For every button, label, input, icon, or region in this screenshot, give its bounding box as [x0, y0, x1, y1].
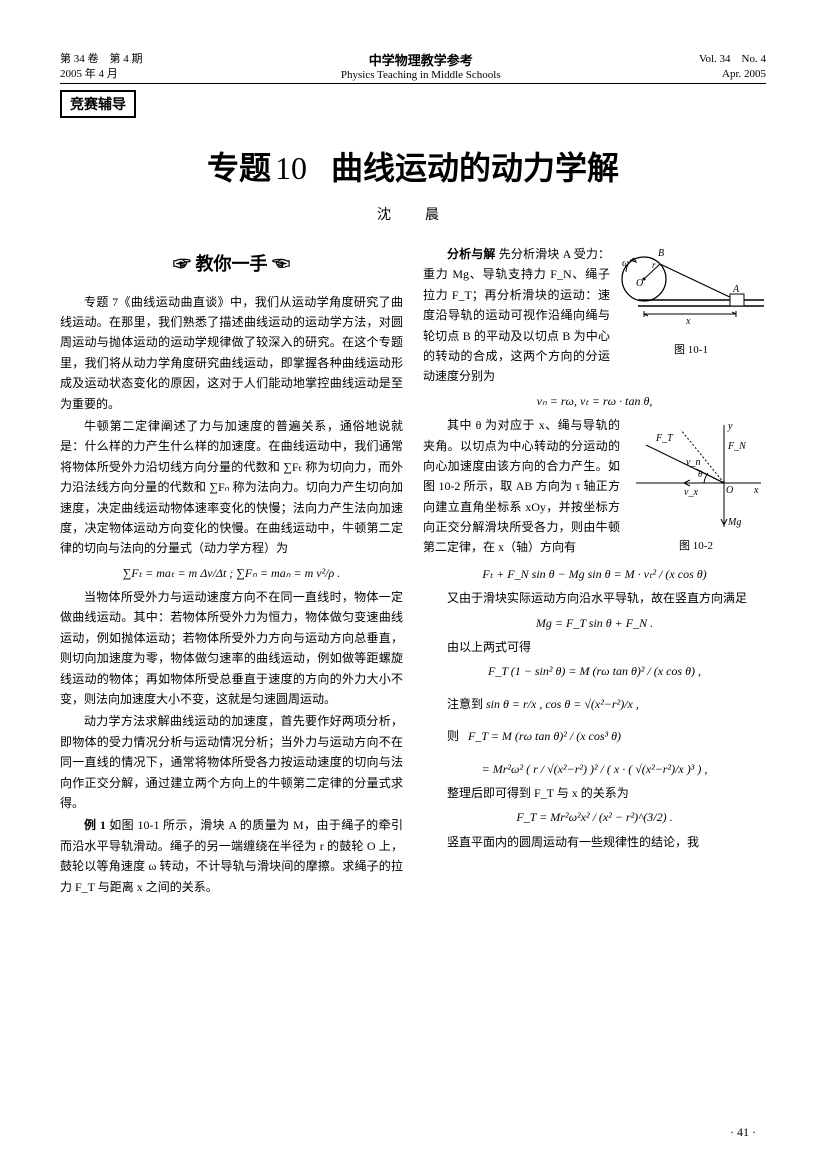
svg-text:F_T: F_T	[655, 433, 674, 444]
equation: ∑Fₜ = maₜ = m Δv/Δt ; ∑Fₙ = maₙ = m v²/ρ…	[60, 563, 403, 583]
section-subhead: ☞ 教你一手 ☜	[60, 249, 403, 280]
then-line: 则 F_T = M (rω tan θ)² / (x cos³ θ)	[423, 726, 766, 746]
running-header: 第 34 卷 第 4 期 2005 年 4 月 中学物理教学参考 Physics…	[60, 50, 766, 84]
svg-text:v_x: v_x	[684, 487, 698, 498]
figure-caption: 图 10-1	[616, 341, 766, 360]
equation: Fₜ + F_N sin θ − Mg sin θ = M · vₜ² / (x…	[423, 564, 766, 584]
svg-text:O: O	[636, 278, 643, 289]
svg-text:O: O	[726, 485, 733, 496]
journal-en: Physics Teaching in Middle Schools	[143, 69, 699, 81]
body-columns: ☞ 教你一手 ☜ 专题 7《曲线运动曲直谈》中，我们从运动学角度研究了曲线运动。…	[60, 244, 766, 899]
diagram-10-2-svg: x y F_T F_N Mg v_x v_n O	[626, 415, 766, 535]
analysis-label: 分析与解	[447, 247, 496, 261]
month-line: Apr. 2005	[699, 67, 766, 81]
journal-cn: 中学物理教学参考	[143, 50, 699, 69]
svg-text:B: B	[658, 248, 664, 259]
example-paragraph: 例 1 如图 10-1 所示，滑块 A 的质量为 M，由于绳子的牵引而沿水平导轨…	[60, 815, 403, 897]
date-line: 2005 年 4 月	[60, 67, 143, 81]
note-line: 注意到 sin θ = r/x , cos θ = √(x²−r²)/x ,	[423, 694, 766, 714]
note-rest: sin θ = r/x , cos θ = √(x²−r²)/x ,	[486, 697, 639, 711]
then-lead: 则	[447, 729, 459, 743]
equation: F_T = Mr²ω²x² / (x² − r²)^(3/2) .	[423, 807, 766, 827]
page-number: · 41 ·	[730, 1125, 756, 1140]
article-title: 专题 10 曲线运动的动力学解	[60, 143, 766, 189]
right-column: O r B A x ω	[423, 244, 766, 899]
equation: Mg = F_T sin θ + F_N .	[423, 613, 766, 633]
figure-10-1: O r B A x ω	[616, 244, 766, 360]
header-center: 中学物理教学参考 Physics Teaching in Middle Scho…	[143, 50, 699, 81]
svg-text:θ: θ	[698, 469, 703, 479]
svg-text:F_N: F_N	[727, 441, 747, 452]
paragraph: 又由于滑块实际运动方向沿水平导轨，故在竖直方向满足	[423, 588, 766, 608]
figure-caption: 图 10-2	[626, 537, 766, 556]
header-right: Vol. 34 No. 4 Apr. 2005	[699, 52, 766, 81]
column-tag: 竞赛辅导	[60, 90, 136, 118]
diagram-10-1-svg: O r B A x ω	[616, 244, 766, 339]
equation: vₙ = rω, vₜ = rω · tan θ,	[423, 391, 766, 411]
paragraph: 动力学方法求解曲线运动的加速度，首先要作好两项分析，即物体的受力情况分析与运动情…	[60, 711, 403, 813]
formula-6a: F_T = M (rω tan θ)² / (x cos³ θ)	[468, 729, 621, 743]
equation: = Mr²ω² ( r / √(x²−r²) )² / ( x · ( √(x²…	[423, 759, 766, 779]
vol-line: Vol. 34 No. 4	[699, 52, 766, 66]
analysis-text: 先分析滑块 A 受力：重力 Mg、导轨支持力 F_N、绳子拉力 F_T；再分析滑…	[423, 247, 610, 383]
author: 沈 晨	[60, 204, 766, 224]
header-left: 第 34 卷 第 4 期 2005 年 4 月	[60, 52, 143, 81]
svg-text:A: A	[732, 284, 740, 295]
left-column: ☞ 教你一手 ☜ 专题 7《曲线运动曲直谈》中，我们从运动学角度研究了曲线运动。…	[60, 244, 403, 899]
equation: F_T (1 − sin² θ) = M (rω tan θ)² / (x co…	[423, 661, 766, 681]
svg-text:y: y	[727, 421, 733, 432]
svg-text:r: r	[652, 260, 656, 270]
paragraph: 牛顿第二定律阐述了力与加速度的普遍关系，通俗地说就是：什么样的力产生什么样的加速…	[60, 416, 403, 559]
issue-line: 第 34 卷 第 4 期	[60, 52, 143, 66]
example-text: 如图 10-1 所示，滑块 A 的质量为 M，由于绳子的牵引而沿水平导轨滑动。绳…	[60, 818, 403, 893]
title-topic: 专题	[207, 150, 271, 186]
paragraph: 整理后即可得到 F_T 与 x 的关系为	[423, 783, 766, 803]
paragraph: 当物体所受外力与运动速度方向不在同一直线时，物体一定做曲线运动。其中：若物体所受…	[60, 587, 403, 709]
paragraph: 竖直平面内的圆周运动有一些规律性的结论，我	[423, 832, 766, 852]
figure-10-2: x y F_T F_N Mg v_x v_n O	[626, 415, 766, 556]
title-number: 10	[275, 150, 307, 186]
svg-text:x: x	[685, 316, 691, 327]
note-lead: 注意到	[447, 697, 483, 711]
svg-text:ω: ω	[622, 258, 629, 269]
paragraph: 专题 7《曲线运动曲直谈》中，我们从运动学角度研究了曲线运动。在那里，我们熟悉了…	[60, 292, 403, 414]
svg-text:Mg: Mg	[727, 517, 741, 528]
page: 第 34 卷 第 4 期 2005 年 4 月 中学物理教学参考 Physics…	[0, 0, 826, 1168]
paragraph: 由以上两式可得	[423, 637, 766, 657]
title-main: 曲线运动的动力学解	[331, 150, 619, 186]
example-label: 例 1	[84, 818, 106, 832]
svg-text:x: x	[753, 485, 759, 496]
svg-text:v_n: v_n	[686, 457, 700, 468]
